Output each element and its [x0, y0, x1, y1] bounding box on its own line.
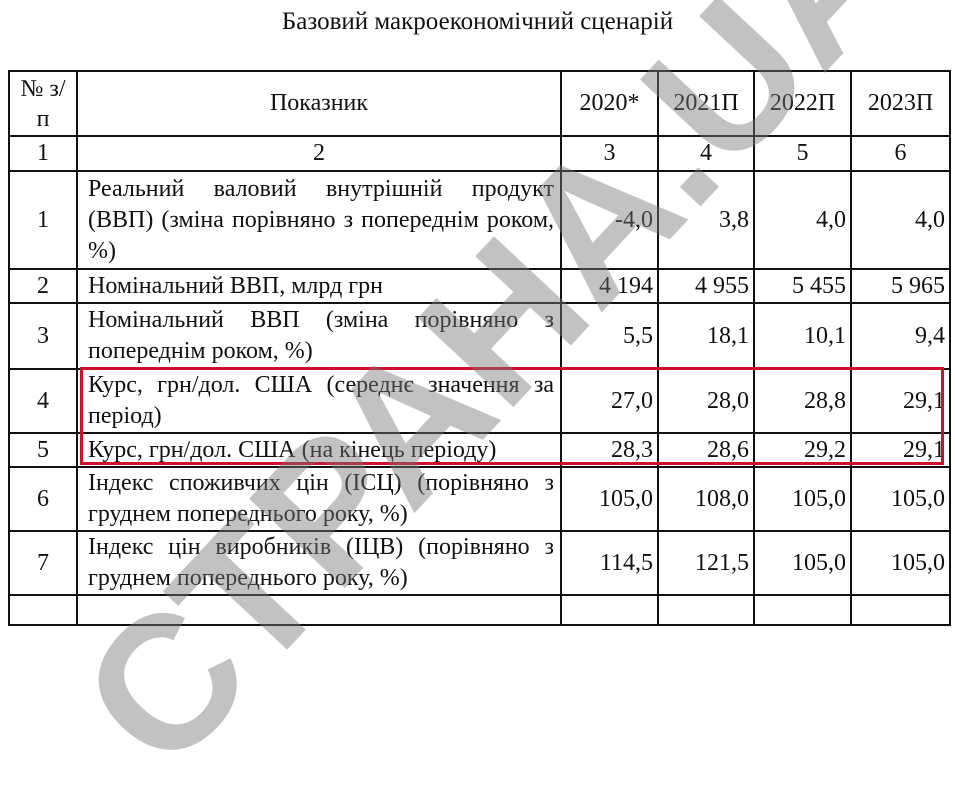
value-cell: 9,4: [850, 302, 951, 370]
document-title: Базовий макроекономічний сценарій: [281, 8, 674, 35]
highlight-box: [80, 367, 944, 465]
value-cell: 4,0: [850, 170, 951, 270]
column-number: 5: [753, 135, 852, 172]
row-number: 4: [8, 368, 78, 434]
indicator-label: Реальний валовий внутрішній продукт (ВВП…: [76, 170, 562, 270]
column-number: 2: [76, 135, 562, 172]
value-cell: 28,0: [657, 368, 755, 434]
value-cell: 28,8: [753, 368, 852, 434]
table-row: 6 Індекс споживчих цін (ІСЦ) (порівняно з…: [8, 466, 951, 532]
value-cell: 10,1: [753, 302, 852, 370]
value-cell: 4 194: [560, 268, 659, 304]
header-row: № з/п Показник 2020* 2021П 2022П 2023П: [8, 70, 951, 137]
value-cell: 105,0: [753, 466, 852, 532]
table-row: 4 Курс, грн/дол. США (середнє значення за…: [8, 368, 951, 434]
indicator-label: Курс, грн/дол. США (середнє значення за …: [76, 368, 562, 434]
row-number: 5: [8, 432, 78, 468]
value-cell: -4,0: [560, 170, 659, 270]
value-cell: 18,1: [657, 302, 755, 370]
value-cell: 5,5: [560, 302, 659, 370]
value-cell: 105,0: [850, 466, 951, 532]
table-row: 3 Номінальний ВВП (зміна порівняно з попе…: [8, 302, 951, 370]
value-cell: 27,0: [560, 368, 659, 434]
column-number: 1: [8, 135, 78, 172]
indicator-label: Номінальний ВВП, млрд грн: [76, 268, 562, 304]
header-year: 2022П: [753, 70, 852, 137]
table-row: 1 Реальний валовий внутрішній продукт (ВВ…: [8, 170, 951, 270]
header-year: 2020*: [560, 70, 659, 137]
indicator-label: Індекс цін виробників (ІЦВ) (порівняно з…: [76, 530, 562, 596]
value-cell: 105,0: [850, 530, 951, 596]
value-cell: 5 455: [753, 268, 852, 304]
value-cell: 121,5: [657, 530, 755, 596]
column-number-row: 1 2 3 4 5 6: [8, 135, 951, 172]
table-row: 2 Номінальний ВВП, млрд грн 4 194 4 955 5 45…: [8, 268, 951, 304]
column-number: 3: [560, 135, 659, 172]
value-cell: 4,0: [753, 170, 852, 270]
value-cell: 114,5: [560, 530, 659, 596]
header-year: 2023П: [850, 70, 951, 137]
row-number: 1: [8, 170, 78, 270]
value-cell: 5 965: [850, 268, 951, 304]
value-cell: 105,0: [753, 530, 852, 596]
column-number: 4: [657, 135, 755, 172]
table-row-partial: [8, 594, 951, 626]
table-row: 7 Індекс цін виробників (ІЦВ) (порівняно …: [8, 530, 951, 596]
row-number: 3: [8, 302, 78, 370]
indicator-label: Індекс споживчих цін (ІСЦ) (порівняно з …: [76, 466, 562, 532]
header-year: 2021П: [657, 70, 755, 137]
value-cell: 105,0: [560, 466, 659, 532]
header-num: № з/п: [8, 70, 78, 137]
macro-scenario-table: № з/п Показник 2020* 2021П 2022П 2023П 1…: [8, 70, 951, 626]
column-number: 6: [850, 135, 951, 172]
header-indicator: Показник: [76, 70, 562, 137]
row-number: 7: [8, 530, 78, 596]
value-cell: 108,0: [657, 466, 755, 532]
value-cell: 29,1: [850, 368, 951, 434]
row-number: 2: [8, 268, 78, 304]
row-number: 6: [8, 466, 78, 532]
indicator-label: Номінальний ВВП (зміна порівняно з попер…: [76, 302, 562, 370]
value-cell: 3,8: [657, 170, 755, 270]
value-cell: 4 955: [657, 268, 755, 304]
